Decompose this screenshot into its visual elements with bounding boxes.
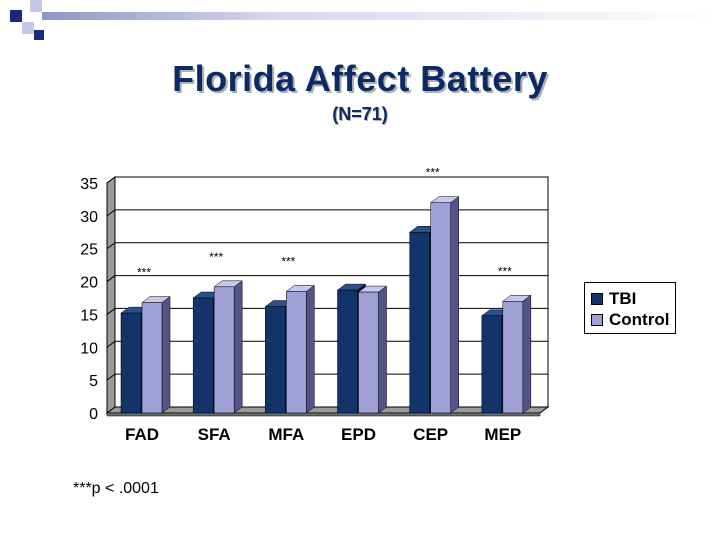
- bar: [482, 316, 502, 413]
- significance-marker: ***: [209, 250, 223, 264]
- significance-footnote: ***p < .0001: [73, 480, 159, 498]
- bar-side: [234, 281, 242, 413]
- x-tick-label: MEP: [484, 425, 521, 444]
- legend-swatch-tbi: [591, 293, 603, 305]
- y-tick-label: 15: [80, 307, 98, 324]
- y-tick-label: 0: [89, 406, 98, 423]
- chart-legend: TBI Control: [584, 282, 676, 334]
- significance-marker: ***: [281, 254, 295, 268]
- y-tick-label: 30: [80, 209, 98, 226]
- significance-marker: ***: [137, 266, 151, 280]
- bar: [503, 301, 523, 413]
- legend-item-control: Control: [591, 309, 675, 330]
- bar-side: [523, 295, 531, 413]
- x-tick-label: EPD: [341, 425, 376, 444]
- bar: [359, 292, 379, 413]
- bar: [193, 298, 213, 413]
- bar: [142, 303, 162, 413]
- bar-side: [379, 286, 387, 413]
- bar: [121, 313, 141, 413]
- bar-side: [162, 297, 170, 413]
- bar: [265, 307, 285, 413]
- bar: [214, 287, 234, 413]
- legend-label-control: Control: [609, 310, 669, 330]
- y-tick-label: 5: [89, 373, 98, 390]
- x-tick-label: CEP: [413, 425, 448, 444]
- significance-marker: ***: [426, 166, 440, 180]
- significance-marker: ***: [498, 264, 512, 278]
- bar-side: [306, 285, 314, 413]
- x-tick-label: MFA: [268, 425, 304, 444]
- legend-label-tbi: TBI: [609, 289, 636, 309]
- legend-item-tbi: TBI: [591, 288, 675, 309]
- y-tick-label: 10: [80, 340, 98, 357]
- bar: [431, 203, 451, 413]
- bar: [410, 232, 430, 413]
- bar-side: [451, 197, 459, 413]
- bar: [286, 291, 306, 413]
- x-tick-label: FAD: [125, 425, 159, 444]
- bar: [338, 290, 358, 413]
- legend-swatch-control: [591, 314, 603, 326]
- y-tick-label: 35: [80, 176, 98, 193]
- y-tick-label: 20: [80, 275, 98, 292]
- plot-floor-edge: [107, 413, 540, 416]
- x-tick-label: SFA: [198, 425, 231, 444]
- y-tick-label: 25: [80, 242, 98, 259]
